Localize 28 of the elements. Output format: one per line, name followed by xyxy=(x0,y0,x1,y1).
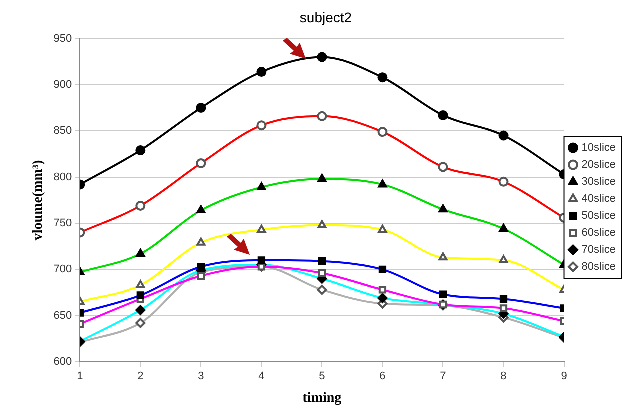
y-tick-label: 750 xyxy=(54,218,72,230)
x-tick-label: 8 xyxy=(500,370,507,383)
y-tick-label: 700 xyxy=(54,264,72,276)
x-tick-label: 9 xyxy=(561,370,568,383)
legend-label: 60slice xyxy=(582,227,616,240)
legend-label: 20slice xyxy=(582,159,616,172)
chart-title: subject2 xyxy=(300,9,352,26)
legend-label: 80slice xyxy=(582,261,616,274)
y-tick-label: 900 xyxy=(54,79,72,92)
y-tick-label: 650 xyxy=(54,310,72,322)
y-tick-label: 950 xyxy=(54,32,72,45)
legend-label: 40slice xyxy=(582,193,616,206)
x-tick-label: 6 xyxy=(380,370,386,383)
x-tick-label: 1 xyxy=(77,370,84,383)
x-tick-label: 7 xyxy=(440,370,446,383)
y-tick-label: 600 xyxy=(54,356,72,368)
x-tick-label: 5 xyxy=(319,370,326,383)
x-tick-label: 2 xyxy=(138,370,144,383)
legend-label: 50slice xyxy=(582,210,616,222)
legend-label: 70slice xyxy=(582,244,616,256)
legend-label: 10slice xyxy=(582,142,616,154)
x-tick-label: 4 xyxy=(258,370,265,383)
legend-label: 30slice xyxy=(582,176,616,188)
x-axis-title: timing xyxy=(302,391,342,406)
y-tick-label: 850 xyxy=(54,125,72,138)
x-tick-label: 3 xyxy=(198,370,204,383)
y-axis-title: vloume(mm³) xyxy=(31,160,46,241)
y-tick-label: 800 xyxy=(54,171,72,184)
